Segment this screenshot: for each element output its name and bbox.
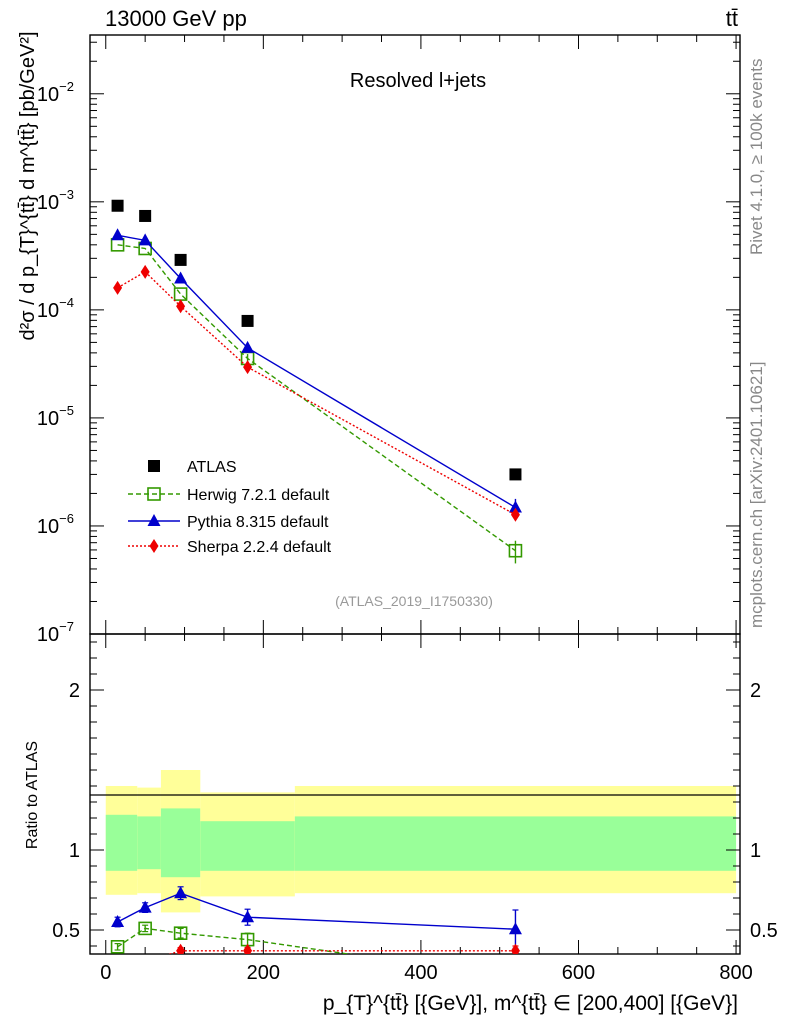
ratio-y-tick-label: 1 [69, 840, 80, 862]
ratio-axes: 0.5 0.5 1 1 2 2 0 200 400 600 800 [52, 634, 778, 984]
analysis-watermark: (ATLAS_2019_I1750330) [335, 593, 493, 609]
legend-label-atlas: ATLAS [187, 459, 237, 476]
x-tick-label: 600 [562, 962, 595, 984]
ratio-y-tick-label-right: 0.5 [750, 920, 778, 942]
ratio-sherpa-point [510, 943, 520, 954]
series-pythia [111, 228, 522, 519]
y-tick-label: 10−2 [37, 79, 74, 106]
ratio-herwig-point [173, 926, 188, 941]
sherpa-line [117, 270, 516, 516]
atlas-point [139, 209, 152, 222]
atlas-point [509, 468, 522, 481]
x-tick-label: 200 [247, 962, 280, 984]
ratio-pythia-point [138, 900, 152, 913]
header-process: tt̄ [726, 6, 738, 31]
ratio-herwig-point [509, 972, 521, 984]
ratio-pythia-point [508, 922, 522, 935]
side-mcplots-label: mcplots.cern.ch [arXiv:2401.10621] [747, 362, 766, 628]
legend-label-herwig: Herwig 7.2.1 default [187, 487, 330, 504]
side-rivet-label: Rivet 4.1.0, ≥ 100k events [747, 59, 766, 255]
legend-label-sherpa: Sherpa 2.2.4 default [187, 539, 332, 556]
atlas-point [241, 314, 254, 327]
y-tick-label: 10−5 [37, 403, 74, 430]
ratio-y-tick-label-right: 1 [750, 840, 761, 862]
pythia-point [111, 228, 125, 241]
ratio-y-tick-label: 0.5 [52, 920, 80, 942]
ratio-herwig-line [117, 927, 353, 954]
ratio-y-axis-title: Ratio to ATLAS [24, 741, 41, 849]
ratio-series-sherpa [113, 943, 520, 990]
ratio-panel-frame [89, 633, 741, 955]
ratio-pythia-point [111, 915, 125, 927]
main-axes: 10−7 10−6 10−5 10−4 10−3 10−2 [37, 35, 740, 646]
sherpa-point [140, 264, 150, 279]
x-axis-title: p_{T}^{tt̄} [{GeV}], m^{tt̄} ∈ [200,400]… [323, 992, 738, 1015]
y-tick-label: 10−4 [37, 295, 74, 322]
band-inner-0 [105, 814, 138, 871]
chart-title: Resolved l+jets [350, 70, 486, 92]
legend-marker-herwig [147, 487, 161, 501]
ratio-pythia-point [241, 910, 255, 923]
pythia-point [174, 271, 188, 284]
atlas-point [111, 199, 124, 212]
ratio-sherpa-point [113, 976, 122, 990]
legend: ATLAS Herwig 7.2.1 default Pythia 8.315 de… [128, 459, 332, 556]
ratio-sherpa-line [168, 950, 516, 954]
atlas-point [174, 253, 187, 266]
pythia-point [138, 233, 152, 246]
band-inner-3 [200, 821, 295, 871]
legend-label-pythia: Pythia 8.315 default [187, 514, 329, 531]
sherpa-point [113, 280, 123, 295]
pythia-line [117, 234, 516, 509]
ratio-sherpa-point [176, 943, 186, 954]
uncertainty-bands [105, 770, 737, 913]
main-series [110, 199, 523, 564]
ratio-series [110, 886, 522, 990]
band-inner-2 [160, 808, 201, 878]
band-inner-4 [294, 816, 737, 871]
legend-marker-sherpa [149, 539, 159, 553]
sherpa-point [176, 299, 186, 314]
ratio-herwig-point [138, 921, 152, 936]
sherpa-point [243, 360, 253, 375]
sherpa-point [510, 507, 520, 522]
x-tick-label: 800 [719, 962, 752, 984]
legend-marker-pythia [147, 514, 161, 526]
ratio-herwig-point [110, 939, 125, 954]
ratio-pythia-point [174, 886, 188, 899]
y-tick-label: 10−3 [37, 187, 74, 214]
herwig-line [117, 244, 516, 552]
pythia-point [508, 500, 522, 513]
series-sherpa [113, 264, 520, 522]
series-atlas [111, 199, 522, 481]
ratio-sherpa-point [141, 955, 150, 969]
y-tick-label: 10−6 [37, 511, 74, 538]
x-tick-label: 0 [100, 962, 111, 984]
main-y-axis-title: d²σ / d p_{T}^{tt̄} d m^{tt̄} [pb/GeV²] [17, 31, 39, 340]
ratio-y-tick-label: 2 [69, 680, 80, 702]
ratio-y-tick-label-right: 2 [750, 680, 761, 702]
y-tick-label: 10−7 [37, 619, 74, 646]
pythia-point [241, 340, 255, 353]
x-tick-label: 400 [404, 962, 437, 984]
herwig-point [508, 543, 523, 558]
band-inner-1 [137, 816, 161, 870]
ratio-sherpa-point [243, 943, 253, 954]
ratio-series-pythia [111, 886, 522, 950]
header-energy: 13000 GeV pp [105, 6, 247, 31]
legend-marker-atlas [148, 460, 160, 472]
